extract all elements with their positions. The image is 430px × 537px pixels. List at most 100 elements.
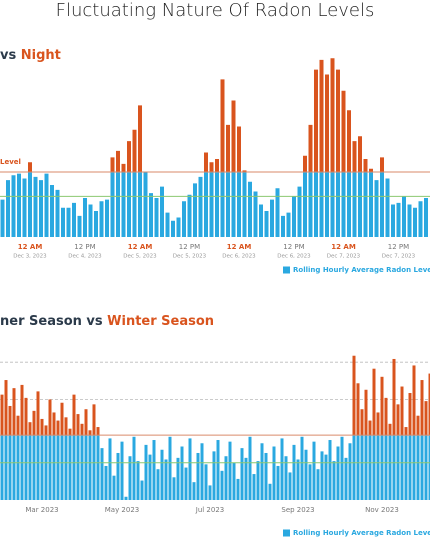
x-tick-label: May 2023: [105, 506, 140, 514]
bar-base: [288, 472, 292, 500]
bar-base: [164, 459, 168, 500]
bar-base: [132, 436, 136, 500]
bar-excess: [16, 415, 20, 436]
bar-base: [376, 435, 380, 500]
bar-base: [418, 201, 423, 237]
bar-base: [292, 444, 296, 500]
bar-excess: [325, 74, 329, 172]
bar-base: [116, 172, 120, 237]
bar-base: [224, 456, 228, 500]
bar-excess: [363, 159, 368, 172]
bar-excess: [28, 162, 32, 172]
bar-base: [328, 440, 332, 500]
bar-base: [316, 469, 320, 500]
bar-excess: [404, 427, 408, 436]
bar-excess: [20, 384, 24, 436]
bar-base: [424, 198, 428, 237]
bar-base: [184, 467, 188, 500]
bar-base: [319, 172, 324, 237]
bar-base: [369, 172, 373, 237]
bar-base: [176, 217, 181, 237]
bar-base: [12, 435, 16, 500]
bar-base: [152, 440, 156, 500]
bar-excess: [368, 420, 372, 436]
bar-excess: [356, 383, 360, 436]
bar-base: [112, 475, 116, 500]
bar-base: [244, 457, 248, 500]
bar-base: [400, 435, 404, 500]
bar-base: [171, 220, 175, 237]
bar-base: [303, 172, 307, 237]
bar-excess: [60, 402, 64, 436]
bar-base: [228, 441, 232, 500]
bar-base: [416, 435, 420, 500]
bar-base: [372, 435, 376, 500]
bar-base: [237, 172, 241, 237]
x-tick-label: 12 PM: [283, 243, 304, 251]
bar-excess: [52, 412, 56, 436]
x-tick-label: 12 AM: [331, 243, 356, 251]
bar-base: [360, 435, 364, 500]
bar-base: [358, 172, 362, 237]
bar-base: [344, 457, 348, 500]
x-tick-date: Dec 7, 2023: [327, 254, 361, 260]
bar-base: [176, 457, 180, 500]
bar-base: [28, 172, 32, 237]
bar-excess: [336, 69, 340, 172]
bar-base: [208, 485, 212, 500]
bar-base: [336, 446, 340, 500]
bar-excess: [242, 170, 247, 172]
bar-excess: [40, 418, 44, 436]
bar-base: [16, 435, 20, 500]
bar-excess: [12, 388, 16, 436]
bar-base: [308, 172, 313, 237]
bar-excess: [380, 376, 384, 436]
bar-base: [66, 207, 71, 237]
bar-base: [22, 178, 27, 237]
bar-base: [215, 172, 219, 237]
bar-base: [108, 438, 112, 500]
bar-base: [196, 452, 200, 500]
bar-base: [341, 172, 346, 237]
bar-excess: [372, 368, 376, 436]
bar-base: [140, 480, 144, 500]
x-tick-date: Dec 5, 2023: [123, 254, 157, 260]
bar-base: [160, 186, 164, 237]
bar-base: [332, 461, 336, 500]
bar-excess: [428, 373, 430, 436]
subtitle-part: ner Season vs: [0, 314, 107, 329]
bar-base: [413, 207, 417, 237]
bar-base: [363, 172, 368, 237]
bar-base: [296, 459, 300, 500]
x-tick-date: Dec 6, 2023: [277, 254, 311, 260]
bar-excess: [380, 157, 384, 172]
bar-base: [0, 435, 4, 500]
bar-base: [264, 452, 268, 500]
bar-base: [143, 172, 148, 237]
x-tick-label: Nov 2023: [365, 506, 399, 514]
bar-excess: [364, 389, 368, 436]
bar-base: [396, 435, 400, 500]
bar-base: [128, 456, 132, 500]
bar-base: [60, 435, 64, 500]
bar-base: [280, 438, 284, 500]
bar-base: [132, 172, 137, 237]
bar-base: [50, 185, 54, 237]
bar-base: [408, 435, 412, 500]
bar-excess: [384, 397, 388, 436]
bar-base: [84, 435, 88, 500]
bar-excess: [8, 405, 12, 436]
bar-base: [347, 172, 351, 237]
bar-base: [314, 172, 318, 237]
bar-excess: [303, 155, 307, 172]
bar-base: [368, 435, 372, 500]
bar-base: [44, 435, 48, 500]
bar-base: [80, 435, 84, 500]
bar-base: [226, 172, 230, 237]
bar-base: [284, 456, 288, 500]
bar-base: [17, 173, 21, 237]
bar-base: [391, 204, 395, 237]
bar-base: [220, 470, 224, 500]
bar-base: [232, 462, 236, 500]
legend-label: Rolling Hourly Average Radon Level (pCi/…: [293, 266, 430, 274]
